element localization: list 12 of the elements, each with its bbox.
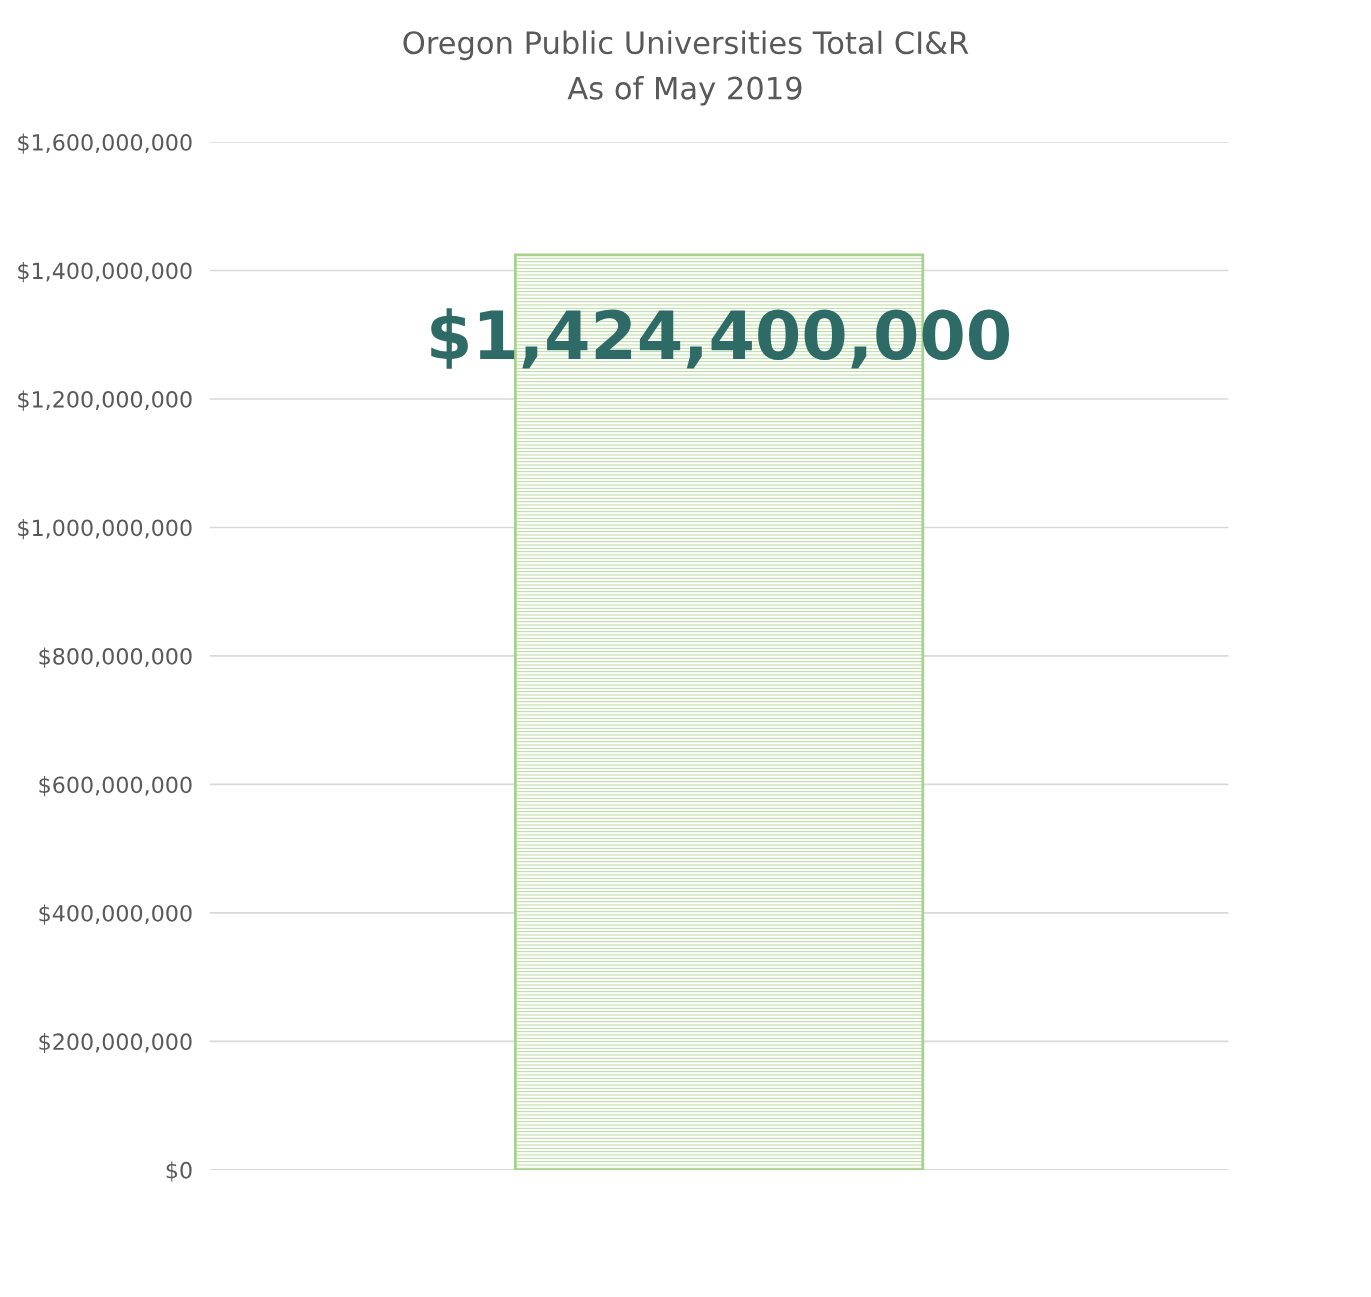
y-tick-label: $0 [166,1161,192,1182]
y-tick-label: $800,000,000 [39,647,192,668]
y-tick-label: $1,200,000,000 [18,390,192,411]
chart-title: Oregon Public Universities Total CI&R [403,30,969,61]
chart-subtitle: As of May 2019 [567,76,802,106]
y-tick-label: $1,600,000,000 [18,133,192,154]
y-tick-label: $200,000,000 [39,1032,192,1054]
y-tick-label: $400,000,000 [39,904,192,925]
y-tick-label: $1,400,000,000 [18,262,192,283]
data-label: $1,424,400,000 [431,308,1010,369]
y-tick-label: $600,000,000 [39,776,192,797]
y-tick-label: $1,000,000,000 [18,519,192,540]
